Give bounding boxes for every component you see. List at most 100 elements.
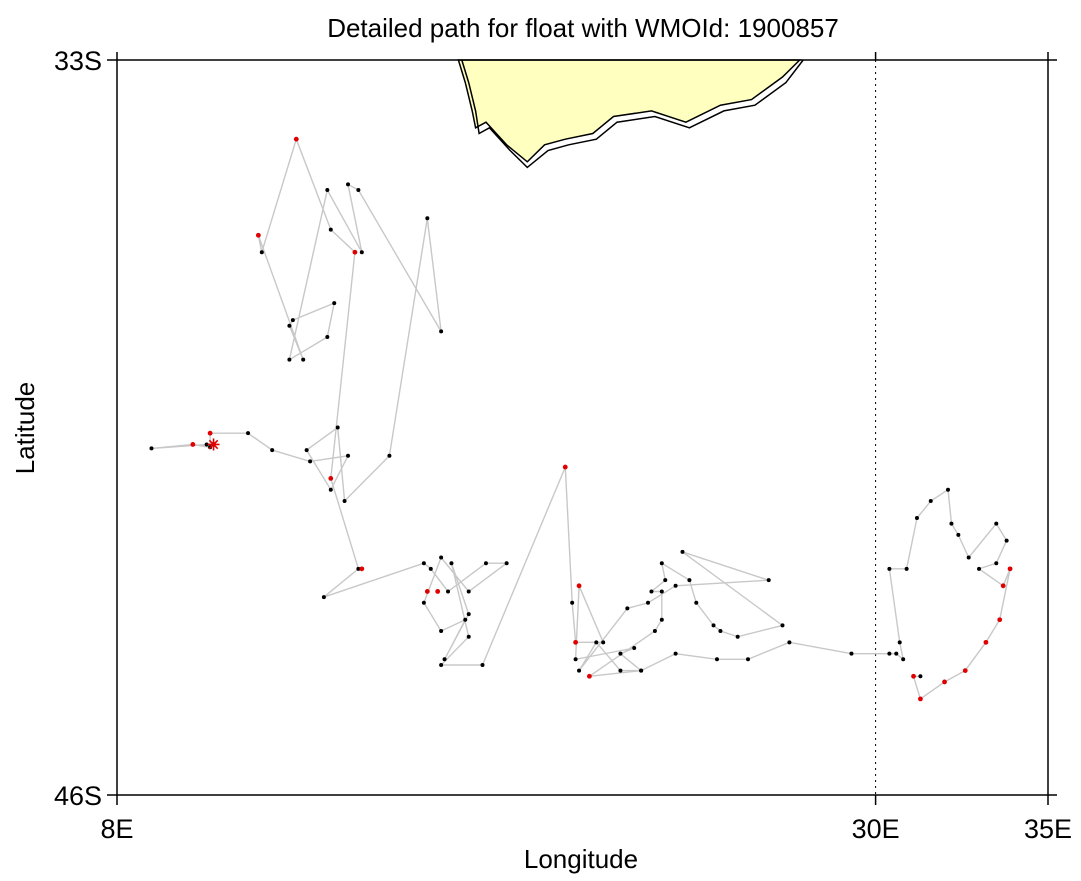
- profile-point: [439, 555, 444, 560]
- profile-point: [446, 589, 451, 594]
- highlight-point: [435, 589, 441, 594]
- profile-point: [577, 668, 582, 673]
- profile-point: [928, 499, 933, 503]
- plot-area: [149, 59, 1013, 795]
- profile-point: [346, 182, 351, 187]
- profile-point: [483, 561, 488, 566]
- profile-point: [570, 600, 575, 605]
- profile-point: [246, 431, 251, 436]
- profile-point: [663, 578, 668, 583]
- profile-point: [270, 448, 275, 453]
- y-axis-label: Latitude: [10, 382, 40, 475]
- highlight-point: [918, 696, 923, 702]
- profile-point: [335, 425, 340, 430]
- profile-point: [639, 668, 644, 673]
- highlight-point: [1007, 566, 1013, 572]
- y-tick-label: 33S: [54, 46, 102, 76]
- profile-point: [301, 357, 306, 362]
- coastline-outline: [461, 59, 804, 169]
- profile-point: [1004, 538, 1009, 543]
- highlight-point: [424, 589, 430, 594]
- profile-point: [287, 323, 292, 328]
- highlight-point: [352, 249, 358, 255]
- profile-point: [425, 216, 430, 221]
- profile-point: [594, 640, 599, 645]
- highlight-point: [328, 475, 334, 481]
- profile-point: [680, 549, 685, 554]
- profile-point: [918, 674, 923, 679]
- profile-point: [601, 640, 606, 645]
- profile-point: [466, 589, 471, 594]
- x-tick-label: 8E: [100, 814, 133, 844]
- highlight-point: [190, 442, 196, 447]
- profile-point: [449, 561, 454, 566]
- chart-title: Detailed path for float with WMOId: 1900…: [327, 13, 839, 43]
- profile-point: [632, 646, 637, 650]
- profile-point: [356, 566, 361, 571]
- profile-point: [849, 651, 854, 656]
- profile-point: [994, 561, 999, 566]
- profile-point: [439, 662, 444, 667]
- profile-point: [994, 521, 999, 526]
- profile-point: [463, 617, 468, 622]
- profile-point: [887, 566, 892, 571]
- profile-point: [442, 657, 447, 662]
- profile-point: [897, 640, 902, 645]
- profile-point: [652, 629, 657, 634]
- profile-point: [504, 561, 509, 566]
- profile-point: [321, 595, 326, 600]
- float-track-line: [151, 137, 1011, 701]
- profile-point: [746, 657, 751, 662]
- highlight-point: [997, 617, 1003, 623]
- profile-point: [304, 448, 309, 453]
- profile-point: [466, 612, 471, 617]
- profile-point: [287, 357, 292, 362]
- profile-point: [780, 623, 785, 628]
- highlight-point: [983, 639, 989, 645]
- profile-point: [466, 634, 471, 639]
- profile-point: [325, 335, 330, 340]
- profile-point: [714, 657, 719, 662]
- highlight-point: [359, 566, 365, 572]
- profile-point: [573, 657, 578, 662]
- deployment-star-stroke: [208, 439, 219, 450]
- profile-point: [946, 487, 951, 492]
- y-axis: 33S 46S: [54, 46, 1057, 811]
- profile-point: [956, 532, 961, 537]
- profile-point: [659, 617, 664, 622]
- highlight-point: [962, 668, 968, 674]
- highlight-point: [255, 232, 261, 238]
- profile-point: [421, 600, 426, 605]
- profile-point: [204, 442, 209, 447]
- highlight-point: [1000, 583, 1006, 589]
- africa-landmass: [457, 59, 802, 163]
- profile-point: [949, 521, 954, 526]
- highlight-point: [573, 639, 579, 645]
- profile-point: [646, 600, 651, 605]
- profile-point: [766, 578, 771, 583]
- profile-point: [618, 668, 623, 673]
- profile-point: [328, 227, 333, 232]
- profile-point: [618, 651, 623, 656]
- profile-point: [328, 487, 333, 492]
- profile-point: [342, 499, 347, 503]
- profile-point: [325, 188, 330, 193]
- highlight-point: [911, 673, 916, 679]
- profile-point: [673, 583, 678, 588]
- profile-point: [914, 515, 919, 520]
- profile-point: [290, 318, 295, 323]
- profile-point: [259, 250, 264, 255]
- profile-point: [694, 600, 699, 605]
- profile-point: [901, 657, 906, 662]
- profile-point: [439, 329, 444, 334]
- profile-point: [687, 578, 692, 583]
- deployment-marker: [207, 438, 220, 451]
- profile-point: [887, 651, 892, 656]
- x-tick-label: 30E: [852, 814, 900, 844]
- highlight-point: [562, 464, 568, 470]
- x-axis: 8E 30E 35E: [100, 52, 1072, 844]
- profile-point: [894, 651, 899, 656]
- profile-point: [480, 662, 485, 667]
- profile-point: [359, 250, 364, 255]
